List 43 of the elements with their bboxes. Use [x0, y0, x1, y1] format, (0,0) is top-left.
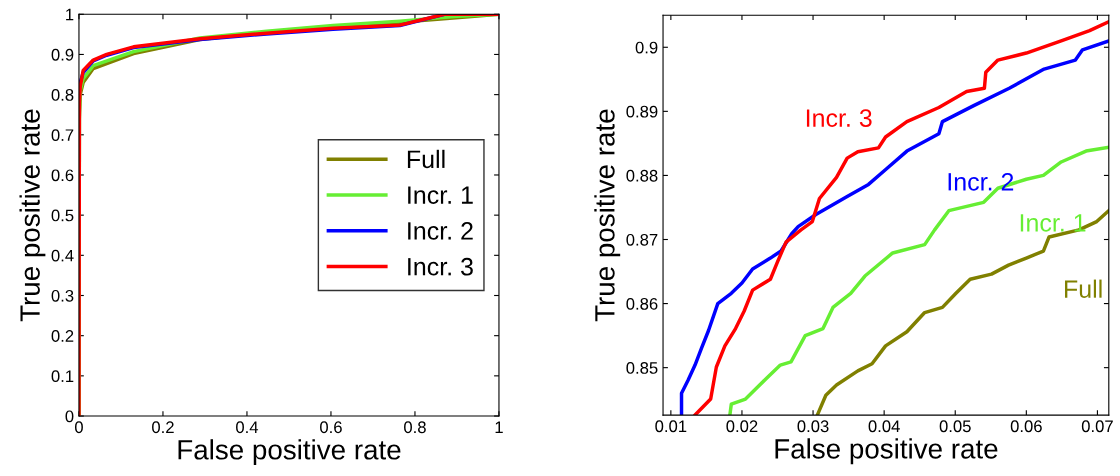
- y-tick-label: 0.5: [51, 209, 74, 222]
- y-axis-title: True positive rate: [594, 109, 621, 322]
- y-tick-label: 0.89: [626, 105, 658, 118]
- x-tick-label: 0.2: [152, 421, 174, 434]
- y-tick-label: 0: [65, 410, 74, 423]
- x-axis-title: False positive rate: [775, 438, 998, 465]
- x-tick-label: 0.8: [404, 421, 426, 434]
- legend-label: Incr. 1: [408, 186, 473, 204]
- x-tick-label: 0.6: [320, 421, 342, 434]
- x-tick-label: 0.06: [1010, 420, 1042, 433]
- series-label: Incr. 1: [1020, 214, 1086, 232]
- x-tick-label: 0.03: [797, 420, 829, 433]
- x-tick-label: 0.05: [939, 420, 971, 433]
- y-tick-label: 0.4: [51, 249, 74, 262]
- series-label: Full: [1065, 279, 1102, 298]
- x-tick-label: 0.4: [236, 421, 259, 434]
- y-tick-label: 0.3: [51, 289, 74, 302]
- legend-label: Full: [407, 149, 445, 169]
- y-tick-label: 0.87: [626, 233, 658, 246]
- x-tick-label: 0.02: [726, 420, 758, 433]
- y-tick-label: 0.88: [626, 169, 658, 182]
- legend-label: Incr. 2: [408, 222, 473, 240]
- y-tick-label: 0.1: [51, 370, 74, 383]
- y-axis-title: True positive rate: [19, 109, 46, 322]
- y-tick-label: 0.86: [626, 297, 658, 310]
- y-tick-label: 0.7: [51, 129, 74, 142]
- y-tick-label: 0.9: [635, 41, 658, 54]
- x-tick-label: 0.04: [868, 420, 900, 433]
- y-tick-label: 0.9: [51, 48, 74, 61]
- x-tick-label: 0.07: [1081, 420, 1113, 433]
- y-tick-label: 1: [66, 8, 74, 21]
- x-tick-label: 1: [495, 421, 503, 433]
- line-series: [815, 208, 1109, 416]
- y-tick-label: 0.8: [51, 89, 74, 101]
- y-tick-label: 0.2: [51, 330, 74, 342]
- y-tick-label: 0.85: [626, 362, 658, 374]
- x-tick-label: 0: [74, 421, 83, 434]
- x-axis-title: False positive rate: [178, 439, 401, 466]
- x-tick-label: 0.01: [655, 420, 687, 433]
- line-series: [728, 145, 1109, 416]
- series-label: Incr. 3: [806, 109, 872, 127]
- y-tick-label: 0.6: [51, 169, 74, 182]
- legend-label: Incr. 3: [408, 257, 473, 276]
